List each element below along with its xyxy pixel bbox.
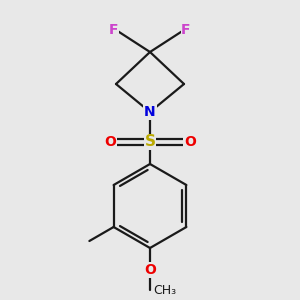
Text: CH₃: CH₃ — [153, 284, 176, 296]
Text: O: O — [104, 135, 116, 149]
Text: O: O — [184, 135, 196, 149]
Text: F: F — [181, 23, 191, 37]
Text: O: O — [144, 263, 156, 277]
Text: N: N — [144, 105, 156, 119]
Text: S: S — [145, 134, 155, 149]
Text: F: F — [109, 23, 119, 37]
